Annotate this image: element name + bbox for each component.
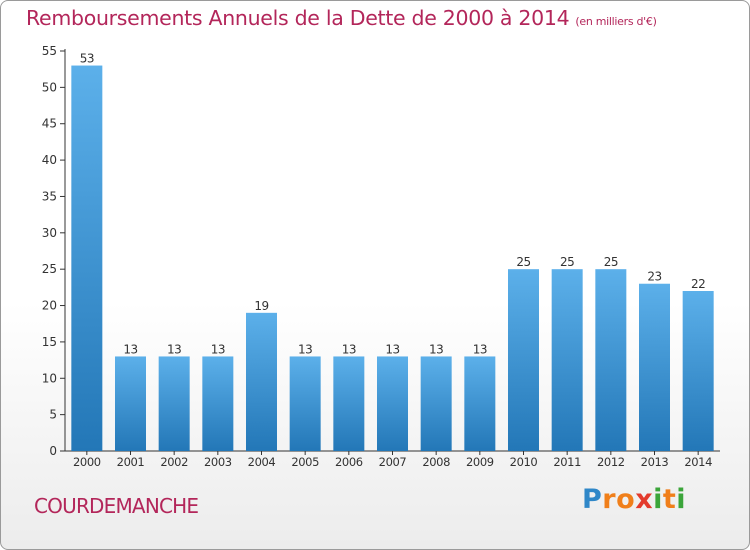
y-tick-label: 0 [49, 444, 57, 458]
bar [420, 356, 452, 451]
logo-letter: o [616, 484, 636, 515]
bar-value-label: 13 [167, 342, 181, 356]
chart-subtitle: (en milliers d'€) [575, 15, 657, 28]
x-tick-label: 2013 [641, 455, 669, 469]
x-tick-label: 2000 [73, 455, 101, 469]
logo-letter: x [635, 484, 654, 515]
x-tick-label: 2006 [335, 455, 363, 469]
bar-value-label: 13 [298, 342, 312, 356]
bar [682, 291, 714, 451]
bar [115, 356, 146, 451]
bar [508, 269, 539, 451]
x-tick-label: 2012 [597, 455, 625, 469]
bar-value-label: 22 [691, 277, 705, 291]
chart-title-text: Remboursements Annuels de la Dette de 20… [26, 6, 570, 30]
bar [158, 356, 190, 451]
y-tick-label: 30 [42, 226, 57, 240]
bar-value-label: 25 [604, 255, 618, 269]
x-tick-label: 2005 [291, 455, 319, 469]
logo-letter: t [662, 484, 677, 515]
y-tick-label: 15 [42, 335, 57, 349]
bar-value-label: 13 [473, 342, 487, 356]
bar [377, 356, 408, 451]
logo-letter: i [653, 484, 663, 515]
bar [464, 356, 496, 451]
bar [246, 312, 277, 451]
logo-letter: P [582, 484, 603, 515]
x-tick-label: 2004 [248, 455, 276, 469]
x-tick-label: 2009 [466, 455, 494, 469]
bar-value-label: 23 [647, 270, 661, 284]
x-tick-label: 2007 [379, 455, 407, 469]
city-name: COURDEMANCHE [34, 494, 199, 518]
x-tick-label: 2011 [553, 455, 581, 469]
y-tick-label: 35 [42, 189, 57, 203]
bar-value-label: 19 [254, 299, 268, 313]
bar [289, 356, 321, 451]
bar-value-label: 13 [123, 342, 137, 356]
bar [551, 269, 583, 451]
bar [639, 283, 670, 451]
bar-value-label: 25 [560, 255, 574, 269]
y-tick-label: 25 [42, 262, 57, 276]
y-tick-label: 55 [42, 44, 57, 58]
x-tick-label: 2010 [510, 455, 538, 469]
logo-letter: r [602, 484, 617, 515]
y-tick-label: 5 [49, 408, 57, 422]
bar-value-label: 53 [80, 52, 94, 66]
x-tick-label: 2002 [160, 455, 188, 469]
y-tick-label: 10 [42, 371, 57, 385]
bar [202, 356, 234, 451]
bar-value-label: 25 [516, 255, 530, 269]
y-tick-label: 50 [42, 80, 57, 94]
bar-value-label: 13 [211, 342, 225, 356]
y-tick-label: 45 [42, 117, 57, 131]
bar [333, 356, 365, 451]
x-tick-label: 2014 [684, 455, 712, 469]
x-tick-label: 2008 [422, 455, 450, 469]
bars: 53 13 13 13 19 13 13 13 13 13 25 25 25 23 22 [71, 52, 714, 451]
bar [595, 269, 627, 451]
proxiti-logo[interactable]: Proxiti [582, 484, 686, 515]
bar-value-label: 13 [385, 342, 399, 356]
bar-value-label: 13 [429, 342, 443, 356]
x-tick-label: 2003 [204, 455, 232, 469]
y-tick-label: 20 [42, 299, 57, 313]
bar-value-label: 13 [342, 342, 356, 356]
x-tick-label: 2001 [117, 455, 145, 469]
logo-letter: i [676, 484, 687, 515]
y-tick-label: 40 [42, 153, 57, 167]
chart-title: Remboursements Annuels de la Dette de 20… [26, 6, 657, 30]
bar [71, 65, 103, 451]
